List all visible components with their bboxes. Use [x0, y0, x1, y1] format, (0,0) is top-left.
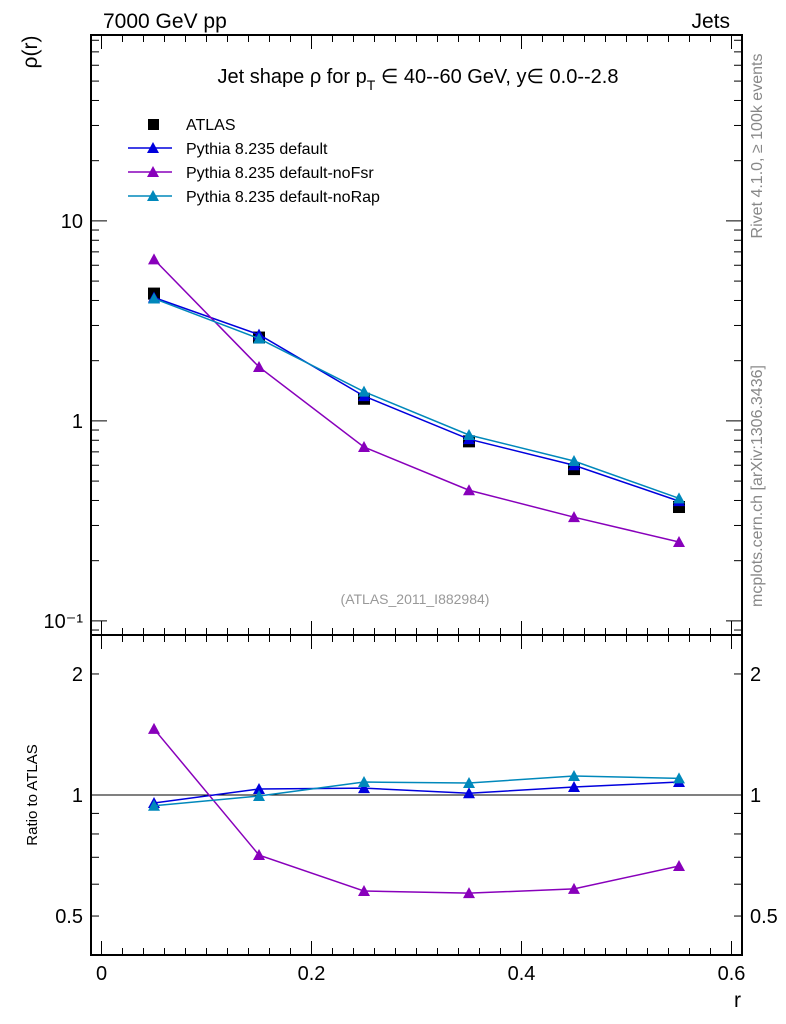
legend-marker-default — [147, 142, 159, 153]
legend-marker-noRap — [147, 190, 159, 201]
data-point-noFsr — [463, 484, 475, 496]
data-point-default — [463, 787, 475, 799]
y-tick-label: 1 — [72, 411, 83, 433]
data-point-noRap — [568, 455, 580, 467]
x-tick-label: 0.4 — [508, 963, 536, 985]
x-tick-label: 0.2 — [298, 963, 326, 985]
legend-marker-noFsr — [147, 166, 159, 177]
legend-marker-atlas — [148, 119, 159, 130]
series-line-noFsr — [153, 728, 680, 894]
legend-label-atlas: ATLAS — [186, 117, 236, 134]
x-tick-label: 0.6 — [718, 963, 746, 985]
legend-label-noFsr: Pythia 8.235 default-noFsr — [186, 165, 374, 182]
ratio-ylabel: Ratio to ATLAS — [24, 744, 41, 845]
data-point-noFsr — [673, 535, 685, 547]
data-point-noFsr — [358, 885, 370, 897]
legend: ATLAS Pythia 8.235 default Pythia 8.235 de… — [128, 117, 380, 206]
rivet-label: Rivet 4.1.0, ≥ 100k events — [749, 54, 766, 239]
y-tick-label: 10⁻¹ — [44, 611, 84, 633]
y-tick-label: 0.5 — [55, 906, 83, 928]
series-line-default — [153, 296, 680, 502]
data-point-noFsr — [253, 849, 265, 861]
data-point-noFsr — [148, 253, 160, 265]
y-tick-label-right: 0.5 — [750, 906, 778, 928]
data-point-noFsr — [358, 441, 370, 453]
data-point-noRap — [673, 492, 685, 504]
data-point-noRap — [148, 292, 160, 304]
data-point-noFsr — [568, 511, 580, 523]
data-point-noRap — [673, 772, 685, 784]
x-tick-label: 0 — [96, 963, 107, 985]
data-point-noFsr — [148, 722, 160, 734]
data-point-default — [253, 782, 265, 794]
series-line-default — [153, 781, 680, 804]
data-point-noRap — [463, 429, 475, 440]
y-tick-label-right: 2 — [750, 664, 761, 686]
data-point-default — [568, 780, 580, 792]
header-right: Jets — [691, 10, 730, 33]
data-point-noRap — [358, 776, 370, 788]
mcplots-label: mcplots.cern.ch [arXiv:1306.3436] — [749, 365, 766, 607]
series-line-noRap — [153, 775, 680, 807]
data-point-noFsr — [568, 882, 580, 894]
y-tick-label: 1 — [72, 785, 83, 807]
y-tick-label-right: 1 — [750, 785, 761, 807]
ratio-xlabel: r — [734, 989, 741, 1012]
data-point-noRap — [463, 777, 475, 789]
data-point-default — [358, 782, 370, 794]
data-point-noFsr — [463, 887, 475, 899]
chart-title: Jet shape ρ for pT ∈ 40--60 GeV, y∈ 0.0-… — [218, 66, 619, 93]
analysis-watermark: (ATLAS_2011_I882984) — [341, 591, 490, 607]
y-tick-label: 2 — [72, 664, 83, 686]
data-point-noRap — [358, 385, 370, 397]
header-left: 7000 GeV pp — [103, 10, 227, 33]
data-point-noRap — [253, 790, 265, 802]
main-ylabel: ρ(r) — [19, 36, 42, 69]
data-point-noRap — [568, 769, 580, 781]
y-tick-label: 10 — [61, 211, 83, 233]
data-point-noFsr — [253, 360, 265, 372]
legend-label-default: Pythia 8.235 default — [186, 141, 328, 158]
data-point-noRap — [148, 799, 160, 811]
data-point-noFsr — [673, 859, 685, 871]
legend-label-noRap: Pythia 8.235 default-noRap — [186, 189, 380, 206]
data-point-noRap — [253, 332, 265, 344]
series-line-noFsr — [153, 258, 680, 543]
series-line-noRap — [153, 297, 680, 500]
